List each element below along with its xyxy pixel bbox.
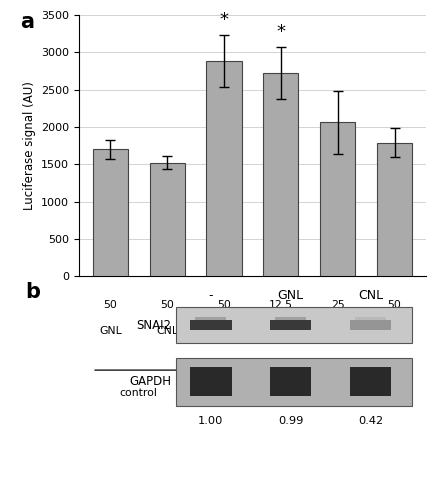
Bar bbox=[195, 318, 226, 320]
Bar bbox=[263, 73, 298, 276]
Bar bbox=[354, 318, 385, 320]
Text: SNAI2: SNAI2 bbox=[136, 318, 170, 332]
Text: GAPDH: GAPDH bbox=[129, 375, 170, 388]
Bar bbox=[269, 320, 311, 330]
Text: CNL: CNL bbox=[383, 326, 405, 336]
Text: *: * bbox=[219, 11, 228, 29]
Bar bbox=[190, 320, 231, 330]
Bar bbox=[149, 162, 184, 276]
Text: CNL: CNL bbox=[357, 288, 382, 302]
Text: 25: 25 bbox=[330, 300, 344, 310]
Text: CNL: CNL bbox=[156, 326, 178, 336]
Text: 12.5: 12.5 bbox=[268, 300, 292, 310]
Y-axis label: Luciferase signal (AU): Luciferase signal (AU) bbox=[23, 81, 35, 210]
Text: CNL: CNL bbox=[269, 326, 291, 336]
Bar bbox=[269, 367, 311, 396]
Bar bbox=[176, 308, 411, 343]
Text: GNL: GNL bbox=[277, 288, 303, 302]
Bar bbox=[349, 320, 390, 330]
Bar bbox=[274, 318, 305, 320]
Text: b: b bbox=[25, 282, 40, 302]
Text: 0.99: 0.99 bbox=[277, 416, 303, 426]
Bar bbox=[92, 150, 127, 276]
Text: 1.00: 1.00 bbox=[198, 416, 223, 426]
Text: 0.42: 0.42 bbox=[357, 416, 382, 426]
Text: shCerS6: shCerS6 bbox=[286, 388, 331, 398]
Text: 50: 50 bbox=[160, 300, 174, 310]
Text: control: control bbox=[120, 388, 157, 398]
Text: 50: 50 bbox=[216, 300, 230, 310]
Text: *: * bbox=[276, 23, 285, 41]
Bar bbox=[190, 367, 231, 396]
Bar bbox=[176, 358, 411, 406]
Text: -: - bbox=[208, 288, 212, 302]
Bar bbox=[376, 142, 411, 276]
Text: 50: 50 bbox=[103, 300, 117, 310]
Text: GNL: GNL bbox=[99, 326, 121, 336]
Text: GNL: GNL bbox=[212, 326, 235, 336]
Text: 50: 50 bbox=[387, 300, 401, 310]
Bar bbox=[349, 367, 390, 396]
Text: a: a bbox=[20, 12, 34, 32]
Text: CNL: CNL bbox=[326, 326, 348, 336]
Bar bbox=[319, 122, 354, 276]
Bar bbox=[206, 62, 241, 276]
